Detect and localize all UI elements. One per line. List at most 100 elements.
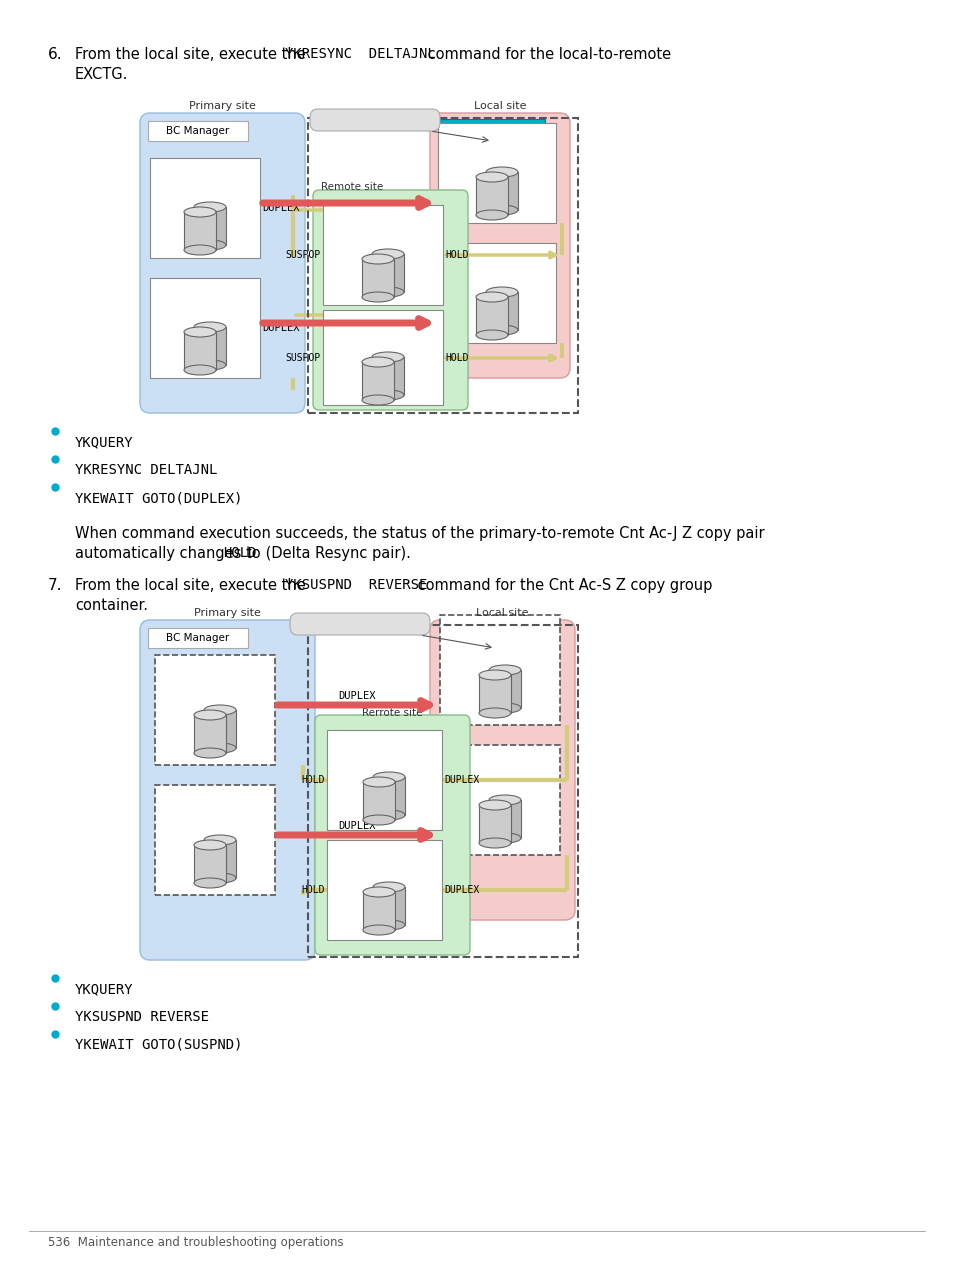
Bar	[439, 119, 544, 141]
Text: (Delta Resync pair).: (Delta Resync pair).	[261, 547, 411, 561]
Bar	[204, 840, 235, 878]
Bar	[439, 627, 550, 648]
Text: HOLD: HOLD	[301, 885, 325, 895]
Bar	[489, 670, 520, 708]
Ellipse shape	[193, 322, 226, 332]
Ellipse shape	[193, 840, 226, 850]
Text: YKEWAIT GOTO(SUSPND): YKEWAIT GOTO(SUSPND)	[75, 1038, 242, 1052]
Ellipse shape	[363, 887, 395, 897]
Ellipse shape	[193, 202, 226, 212]
Text: EXCTG.: EXCTG.	[75, 67, 129, 83]
Bar	[485, 172, 517, 210]
Bar	[437, 123, 556, 222]
Text: Rerrote site: Rerrote site	[361, 708, 422, 718]
Ellipse shape	[485, 325, 517, 336]
Text: Remote site: Remote site	[320, 182, 383, 192]
Ellipse shape	[372, 352, 403, 362]
Ellipse shape	[476, 330, 507, 341]
Ellipse shape	[204, 835, 235, 845]
Text: BC Manager: BC Manager	[166, 633, 230, 643]
Text: BC Manager: BC Manager	[166, 126, 230, 136]
Bar	[439, 615, 559, 724]
Ellipse shape	[476, 210, 507, 220]
Text: YKSUSPND REVERSE: YKSUSPND REVERSE	[310, 619, 410, 629]
Ellipse shape	[478, 708, 511, 718]
FancyBboxPatch shape	[314, 716, 470, 955]
Ellipse shape	[184, 245, 215, 255]
Bar	[204, 710, 235, 749]
Bar	[476, 177, 507, 215]
Bar	[372, 357, 403, 395]
Bar	[363, 782, 395, 820]
Bar	[372, 254, 403, 292]
Ellipse shape	[478, 799, 511, 810]
Text: 536  Maintenance and troubleshooting operations: 536 Maintenance and troubleshooting oper…	[48, 1235, 343, 1249]
Ellipse shape	[372, 287, 403, 297]
FancyBboxPatch shape	[313, 189, 468, 411]
Ellipse shape	[193, 878, 226, 888]
Bar	[193, 845, 226, 883]
Ellipse shape	[193, 360, 226, 370]
Text: HOLD: HOLD	[223, 547, 256, 561]
Ellipse shape	[193, 749, 226, 758]
Ellipse shape	[373, 920, 405, 930]
Ellipse shape	[363, 815, 395, 825]
Ellipse shape	[204, 873, 235, 883]
Bar	[154, 655, 274, 765]
Bar	[489, 799, 520, 838]
Bar	[193, 207, 226, 245]
Text: DUPLEX: DUPLEX	[262, 323, 299, 333]
Text: YKQUERY: YKQUERY	[75, 435, 133, 449]
Text: Local site: Local site	[474, 100, 526, 111]
Bar	[437, 243, 556, 343]
Text: BC Manager: BC Manager	[456, 125, 527, 135]
Text: YKSUSPND  REVERSE: YKSUSPND REVERSE	[285, 578, 427, 592]
Bar	[439, 745, 559, 855]
Bar	[308, 625, 578, 957]
Text: HOLD: HOLD	[301, 775, 325, 785]
Ellipse shape	[193, 240, 226, 250]
Text: Primary site: Primary site	[193, 608, 261, 618]
Bar	[184, 332, 215, 370]
Bar	[361, 362, 394, 400]
Ellipse shape	[478, 670, 511, 680]
Bar	[148, 121, 248, 141]
Bar	[476, 297, 507, 336]
Ellipse shape	[193, 710, 226, 719]
Text: YKRESYNC  DELTAJNL: YKRESYNC DELTAJNL	[285, 47, 436, 61]
Bar	[327, 730, 441, 830]
Text: From the local site, execute the: From the local site, execute the	[75, 578, 310, 594]
Bar	[361, 259, 394, 297]
Bar	[327, 840, 441, 941]
FancyBboxPatch shape	[430, 620, 575, 920]
Ellipse shape	[361, 357, 394, 367]
Ellipse shape	[361, 292, 394, 302]
Text: DUPLEX: DUPLEX	[262, 203, 299, 214]
FancyBboxPatch shape	[430, 113, 569, 377]
Text: HOLD: HOLD	[444, 353, 468, 364]
Text: Primary site: Primary site	[189, 100, 255, 111]
Bar	[363, 892, 395, 930]
Text: YKSUSPND REVERSE: YKSUSPND REVERSE	[75, 1010, 209, 1024]
Bar	[323, 205, 442, 305]
Text: automatically changes to: automatically changes to	[75, 547, 265, 561]
Text: command for the local-to-remote: command for the local-to-remote	[422, 47, 670, 62]
Ellipse shape	[363, 777, 395, 787]
FancyBboxPatch shape	[310, 109, 439, 131]
Bar	[323, 310, 442, 405]
Ellipse shape	[373, 882, 405, 892]
FancyBboxPatch shape	[140, 620, 314, 960]
Text: HOLD: HOLD	[444, 250, 468, 261]
Bar	[150, 278, 260, 377]
Ellipse shape	[489, 703, 520, 713]
Bar	[148, 628, 248, 648]
Text: container.: container.	[75, 597, 148, 613]
Bar	[485, 292, 517, 330]
Ellipse shape	[485, 167, 517, 177]
Text: DUPLEX: DUPLEX	[338, 821, 375, 831]
Ellipse shape	[184, 207, 215, 217]
Ellipse shape	[361, 254, 394, 264]
Ellipse shape	[204, 705, 235, 716]
Ellipse shape	[373, 810, 405, 820]
Text: BC Manager: BC Manager	[459, 632, 530, 642]
